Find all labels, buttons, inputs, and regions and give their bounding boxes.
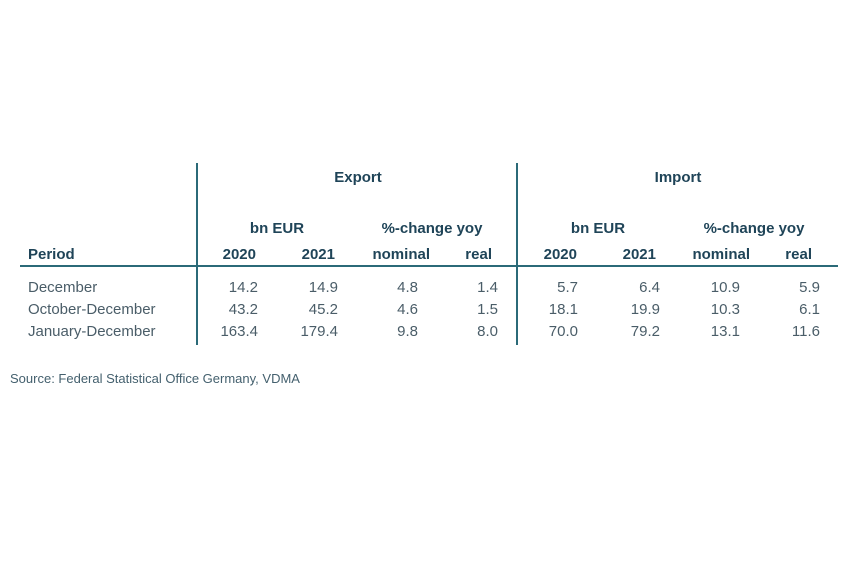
table-cell: 6.4 <box>639 279 660 296</box>
table-cell: 9.8 <box>397 323 418 340</box>
table-cell: 13.1 <box>710 323 740 340</box>
table-cell: 4.6 <box>397 301 418 318</box>
export-pct-change-label: %-change yoy <box>381 220 483 237</box>
table-cell: 1.4 <box>477 279 498 296</box>
table-cell: 163.4 <box>220 323 258 340</box>
export-nominal-header: nominal <box>372 246 430 263</box>
import-group-header: Import <box>654 169 702 186</box>
import-left-rule <box>516 163 518 345</box>
period-header: Period <box>28 246 75 263</box>
table-cell: 4.8 <box>397 279 418 296</box>
table-cell: 1.5 <box>477 301 498 318</box>
table-cell: 10.3 <box>710 301 740 318</box>
table-cell: 14.9 <box>308 279 338 296</box>
export-left-rule <box>196 163 198 345</box>
table-cell: 14.2 <box>228 279 258 296</box>
table-cell: 43.2 <box>228 301 258 318</box>
row-period-label: January-December <box>28 323 156 340</box>
table-cell: 70.0 <box>548 323 578 340</box>
table-cell: 19.9 <box>630 301 660 318</box>
export-2021-header: 2021 <box>301 246 335 263</box>
export-bn-eur-label: bn EUR <box>249 220 305 237</box>
table-cell: 5.7 <box>557 279 578 296</box>
export-group-header: Export <box>334 169 382 186</box>
table-cell: 11.6 <box>791 323 820 340</box>
table-cell: 5.9 <box>799 279 820 296</box>
table-cell: 6.1 <box>799 301 820 318</box>
table-cell: 8.0 <box>477 323 498 340</box>
table-cell: 79.2 <box>630 323 660 340</box>
export-2020-header: 2020 <box>222 246 256 263</box>
table-cell: 179.4 <box>300 323 338 340</box>
header-rule <box>20 265 838 267</box>
export-real-header: real <box>465 246 492 263</box>
table-cell: 10.9 <box>710 279 740 296</box>
import-nominal-header: nominal <box>692 246 750 263</box>
table-cell: 45.2 <box>308 301 338 318</box>
row-period-label: December <box>28 279 98 296</box>
import-2020-header: 2020 <box>543 246 577 263</box>
source-note: Source: Federal Statistical Office Germa… <box>10 371 300 386</box>
import-real-header: real <box>785 246 812 263</box>
table-cell: 18.1 <box>548 301 578 318</box>
import-pct-change-label: %-change yoy <box>703 220 805 237</box>
import-2021-header: 2021 <box>622 246 656 263</box>
row-period-label: October-December <box>28 301 156 318</box>
import-bn-eur-label: bn EUR <box>570 220 626 237</box>
